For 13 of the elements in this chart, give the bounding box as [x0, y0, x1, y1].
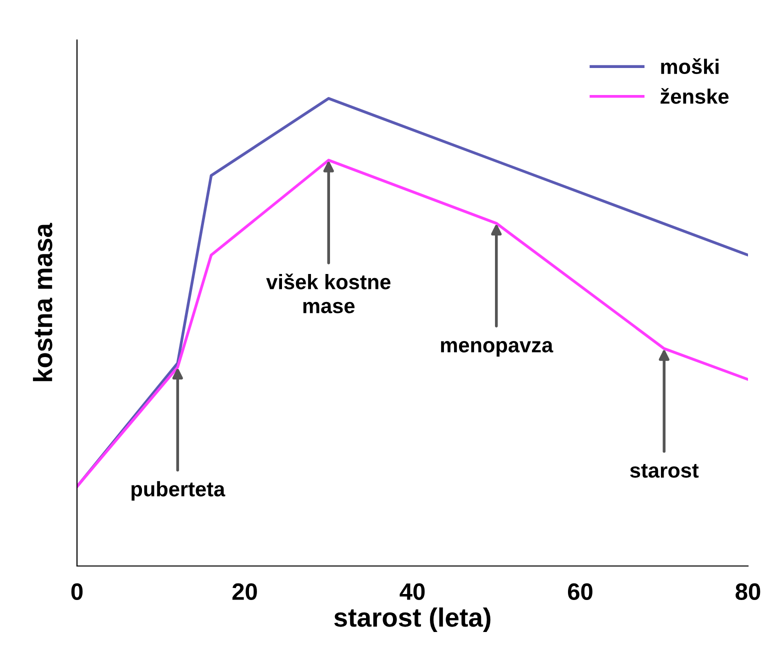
- annotation: starost: [630, 464, 699, 478]
- x-axis-title: starost (leta): [334, 607, 490, 632]
- x-tick-label: 40: [400, 583, 425, 600]
- legend-label: moški: [661, 58, 719, 74]
- annotation: višek kostne mase: [266, 274, 390, 314]
- x-tick-label: 60: [568, 583, 592, 600]
- y-axis-title: kostna masa: [32, 222, 52, 382]
- x-tick-label: 80: [736, 583, 760, 600]
- annotation: puberteta: [132, 481, 226, 501]
- x-tick-label: 20: [232, 583, 257, 600]
- x-tick-label: 0: [71, 583, 83, 600]
- annotation: menopavza: [441, 341, 554, 357]
- legend-label: ženske: [660, 88, 729, 104]
